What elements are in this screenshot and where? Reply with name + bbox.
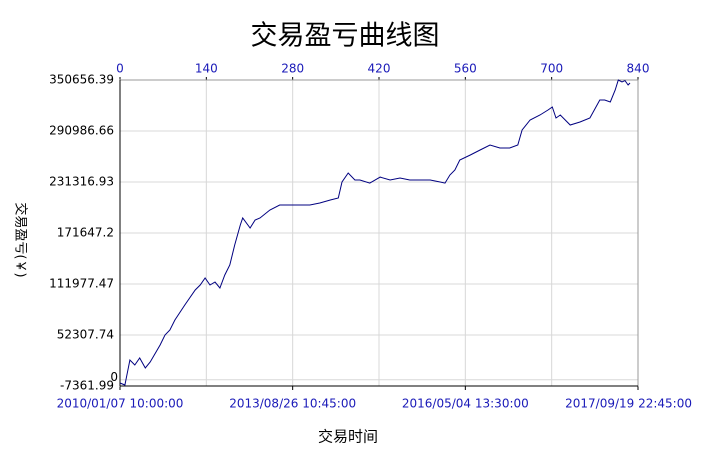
x-tick-label: 280 (281, 62, 304, 76)
x-tick-label: 420 (368, 62, 391, 76)
y-tick-label: 231316.93 (49, 175, 114, 189)
chart-title: 交易盈亏曲线图 (251, 21, 440, 52)
x2-tick-label: 2013/08/26 10:45:00 (229, 397, 356, 411)
y-tick-label: 171647.2 (57, 226, 114, 240)
x-tick-label: 700 (540, 62, 563, 76)
data-line (119, 79, 631, 386)
y-tick-label: 290986.66 (49, 124, 114, 138)
y-tick-label: 111977.47 (49, 277, 114, 291)
x2-tick-label: 2016/05/04 13:30:00 (402, 397, 529, 411)
x-tick-label: 560 (454, 62, 477, 76)
y-axis-label: 交易盈亏(￥) (13, 202, 29, 277)
x2-tick-label: 2010/01/07 10:00:00 (57, 397, 184, 411)
y-tick-label: 52307.74 (57, 328, 114, 342)
y-tick-label: 350656.39 (49, 73, 114, 87)
y-tick-label: 0 (110, 370, 118, 384)
x2-tick-label: 2017/09/19 22:45:00 (565, 397, 692, 411)
x-tick-label: 0 (116, 62, 124, 76)
x-tick-label: 840 (627, 62, 650, 76)
x-tick-label: 140 (195, 62, 218, 76)
x-axis-label: 交易时间 (318, 428, 378, 446)
y-tick-label: -7361.99 (60, 379, 114, 393)
